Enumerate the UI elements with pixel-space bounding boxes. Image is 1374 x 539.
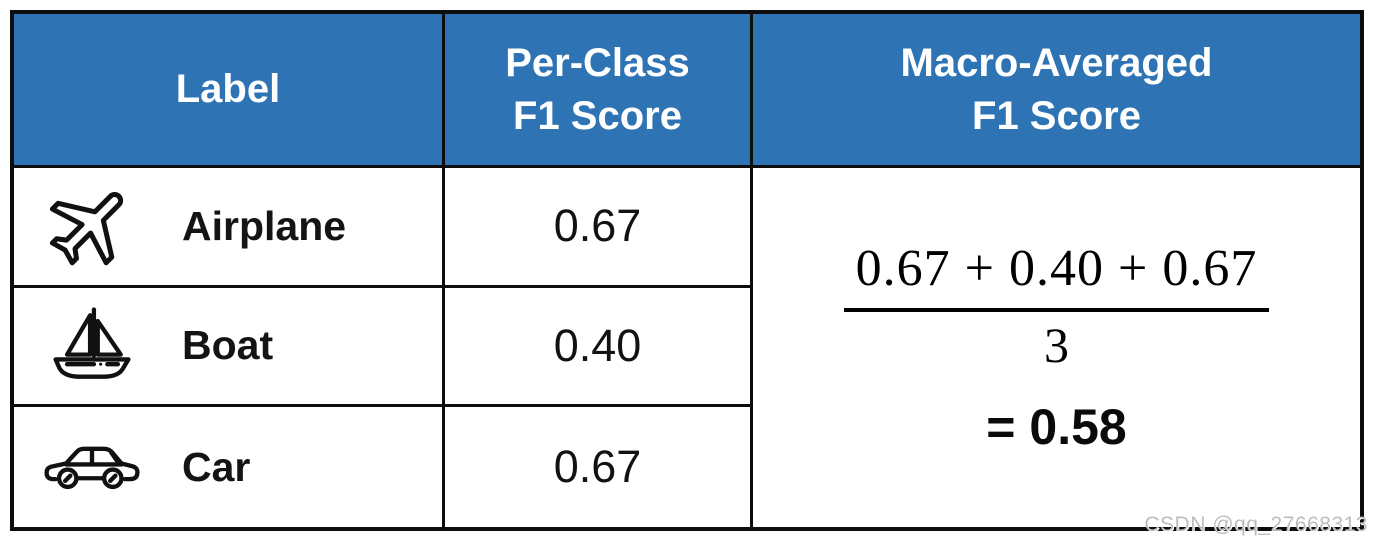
row-label-boat: Boat xyxy=(182,322,274,369)
car-f1-value: 0.67 xyxy=(553,441,642,493)
table-cell-car-f1: 0.67 xyxy=(445,407,753,527)
row-label-car: Car xyxy=(182,443,251,490)
airplane-icon xyxy=(40,178,144,274)
table-row-airplane-label: Airplane xyxy=(14,168,445,288)
car-icon xyxy=(40,419,144,515)
fraction-numerator: 0.67 + 0.40 + 0.67 xyxy=(855,239,1258,297)
airplane-f1-value: 0.67 xyxy=(553,200,642,252)
header-per-class-f1: Per-Class F1 Score xyxy=(445,14,753,168)
table-row-car-label: Car xyxy=(14,407,445,527)
macro-averaged-cell: 0.67 + 0.40 + 0.67 3 = 0.58 xyxy=(753,168,1360,527)
header-per-class-line1: Per-Class xyxy=(505,40,690,85)
header-macro-line2: F1 Score xyxy=(972,93,1141,138)
header-macro-line1: Macro-Averaged xyxy=(900,40,1213,85)
table-cell-boat-f1: 0.40 xyxy=(445,287,753,408)
table-row-boat-label: Boat xyxy=(14,287,445,408)
f1-score-table: Label Per-Class F1 Score Macro-Averaged … xyxy=(10,10,1364,531)
boat-icon xyxy=(40,298,144,394)
header-macro-averaged-f1: Macro-Averaged F1 Score xyxy=(753,14,1360,168)
macro-fraction: 0.67 + 0.40 + 0.67 3 xyxy=(843,239,1270,374)
boat-f1-value: 0.40 xyxy=(553,319,642,371)
header-label-text: Label xyxy=(175,67,281,112)
macro-result: = 0.58 xyxy=(986,398,1127,455)
header-per-class-line2: F1 Score xyxy=(513,93,682,138)
csdn-watermark: CSDN @qq_27668313 xyxy=(1144,513,1368,536)
header-label: Label xyxy=(14,14,445,168)
row-label-airplane: Airplane xyxy=(182,202,347,249)
fraction-denominator: 3 xyxy=(843,307,1270,374)
table-cell-airplane-f1: 0.67 xyxy=(445,168,753,288)
